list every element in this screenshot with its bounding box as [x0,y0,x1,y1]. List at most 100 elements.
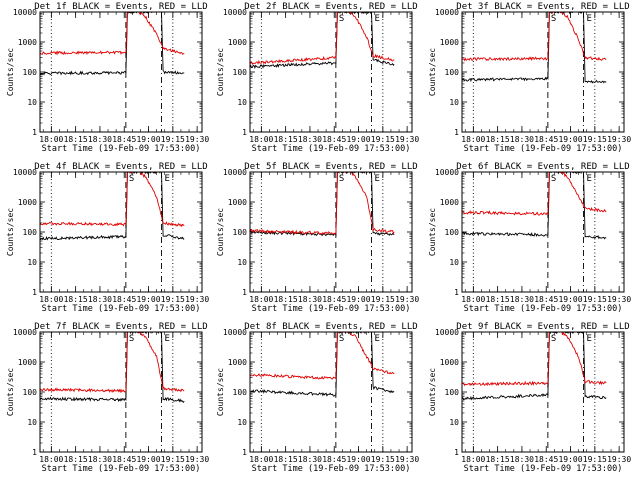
y-tick-label: 1 [242,288,247,297]
annotation-label: E [165,174,170,184]
plot-frame [461,11,625,133]
y-tick-label: 10 [27,258,37,267]
annotation-label: S [339,334,344,344]
y-tick-label: 100 [445,228,460,237]
y-tick-label: 10 [27,98,37,107]
plot-frame [249,331,413,453]
y-tick-label: 100 [23,228,38,237]
y-tick-label: 100 [445,68,460,77]
y-axis-label: Counts/sec [6,208,15,256]
x-tick-label: 18:15 [64,135,88,144]
y-tick-label: 1000 [228,198,247,207]
x-tick-label: 19:00 [558,295,582,304]
x-tick-label: 18:30 [298,295,322,304]
series-line-events [40,332,185,403]
y-tick-label: 10000 [13,168,37,177]
x-tick-label: 18:15 [486,455,510,464]
x-tick-label: 18:00 [249,455,273,464]
x-tick-label: 19:00 [136,295,160,304]
chart-title: Det 8f BLACK = Events, RED = LLD [244,322,417,332]
chart-panel-1: Det 1f BLACK = Events, RED = LLD 1 10 100 10… [6,2,209,154]
chart-panel-7: Det 7f BLACK = Events, RED = LLD 1 10 100 10… [6,322,209,474]
annotation-label: E [587,334,592,344]
annotation-label: S [339,174,344,184]
x-tick-label: 18:00 [461,295,485,304]
x-axis-label: Start Time (19-Feb-09 17:53:00) [252,144,411,154]
plot-frame [39,11,203,133]
y-tick-label: 100 [23,388,38,397]
y-tick-label: 10000 [13,328,37,337]
chart-title: Det 6f BLACK = Events, RED = LLD [456,162,629,172]
x-tick-label: 19:30 [185,455,209,464]
x-tick-label: 18:30 [88,135,112,144]
plot-frame [249,11,413,133]
x-axis-label: Start Time (19-Feb-09 17:53:00) [42,304,201,314]
y-tick-label: 100 [233,68,248,77]
x-tick-label: 18:30 [298,455,322,464]
x-tick-label: 18:45 [112,135,136,144]
y-axis-label: Counts/sec [428,48,437,96]
x-tick-label: 19:00 [558,135,582,144]
x-tick-label: 18:15 [64,295,88,304]
plot-frame [461,331,625,453]
y-axis-label: Counts/sec [216,368,225,416]
x-tick-label: 19:15 [371,455,395,464]
annotation-label: E [587,14,592,24]
x-tick-label: 18:15 [274,135,298,144]
chart-title: Det 4f BLACK = Events, RED = LLD [34,162,207,172]
y-tick-label: 1 [242,128,247,137]
chart-title: Det 1f BLACK = Events, RED = LLD [34,2,207,12]
y-tick-label: 10 [449,98,459,107]
x-tick-label: 18:45 [534,135,558,144]
x-tick-label: 18:00 [249,135,273,144]
y-tick-label: 10000 [223,168,247,177]
x-tick-label: 18:30 [510,455,534,464]
chart-title: Det 7f BLACK = Events, RED = LLD [34,322,207,332]
x-tick-label: 19:00 [136,135,160,144]
x-axis-label: Start Time (19-Feb-09 17:53:00) [252,464,411,474]
y-tick-label: 1000 [440,358,459,367]
x-axis-label: Start Time (19-Feb-09 17:53:00) [42,144,201,154]
x-axis-label: Start Time (19-Feb-09 17:53:00) [464,304,623,314]
chart-panel-8: Det 8f BLACK = Events, RED = LLD 1 10 100 10… [216,322,419,474]
x-tick-label: 18:30 [510,295,534,304]
x-tick-label: 19:00 [346,295,370,304]
y-tick-label: 1000 [440,198,459,207]
x-tick-label: 18:45 [322,295,346,304]
y-tick-label: 100 [23,68,38,77]
y-tick-label: 1000 [18,358,37,367]
x-tick-label: 19:15 [583,135,607,144]
y-tick-label: 1 [454,128,459,137]
x-tick-label: 18:15 [274,295,298,304]
x-tick-label: 19:30 [607,135,631,144]
series-line-events [462,12,607,84]
x-tick-label: 19:00 [558,455,582,464]
annotation-label: E [165,334,170,344]
x-tick-label: 19:00 [346,455,370,464]
y-tick-label: 10000 [13,8,37,17]
x-tick-label: 19:30 [607,455,631,464]
series-line-events [250,172,395,237]
x-tick-label: 19:15 [583,295,607,304]
y-tick-label: 1 [32,128,37,137]
y-tick-label: 10000 [223,8,247,17]
plot-frame [461,171,625,293]
series-line-events [462,332,607,401]
x-tick-label: 19:00 [136,455,160,464]
x-tick-label: 19:15 [161,455,185,464]
x-tick-label: 18:00 [39,135,63,144]
x-tick-label: 18:30 [298,135,322,144]
y-tick-label: 10 [449,258,459,267]
y-tick-label: 100 [233,228,248,237]
y-tick-label: 1 [454,448,459,457]
x-tick-label: 18:15 [274,455,298,464]
series-line-events [40,172,185,241]
x-tick-label: 18:15 [486,295,510,304]
x-tick-label: 18:00 [461,135,485,144]
x-tick-label: 19:15 [583,455,607,464]
annotation-label: S [129,334,134,344]
y-axis-label: Counts/sec [428,208,437,256]
x-tick-label: 18:45 [322,135,346,144]
series-line-events [250,332,395,397]
